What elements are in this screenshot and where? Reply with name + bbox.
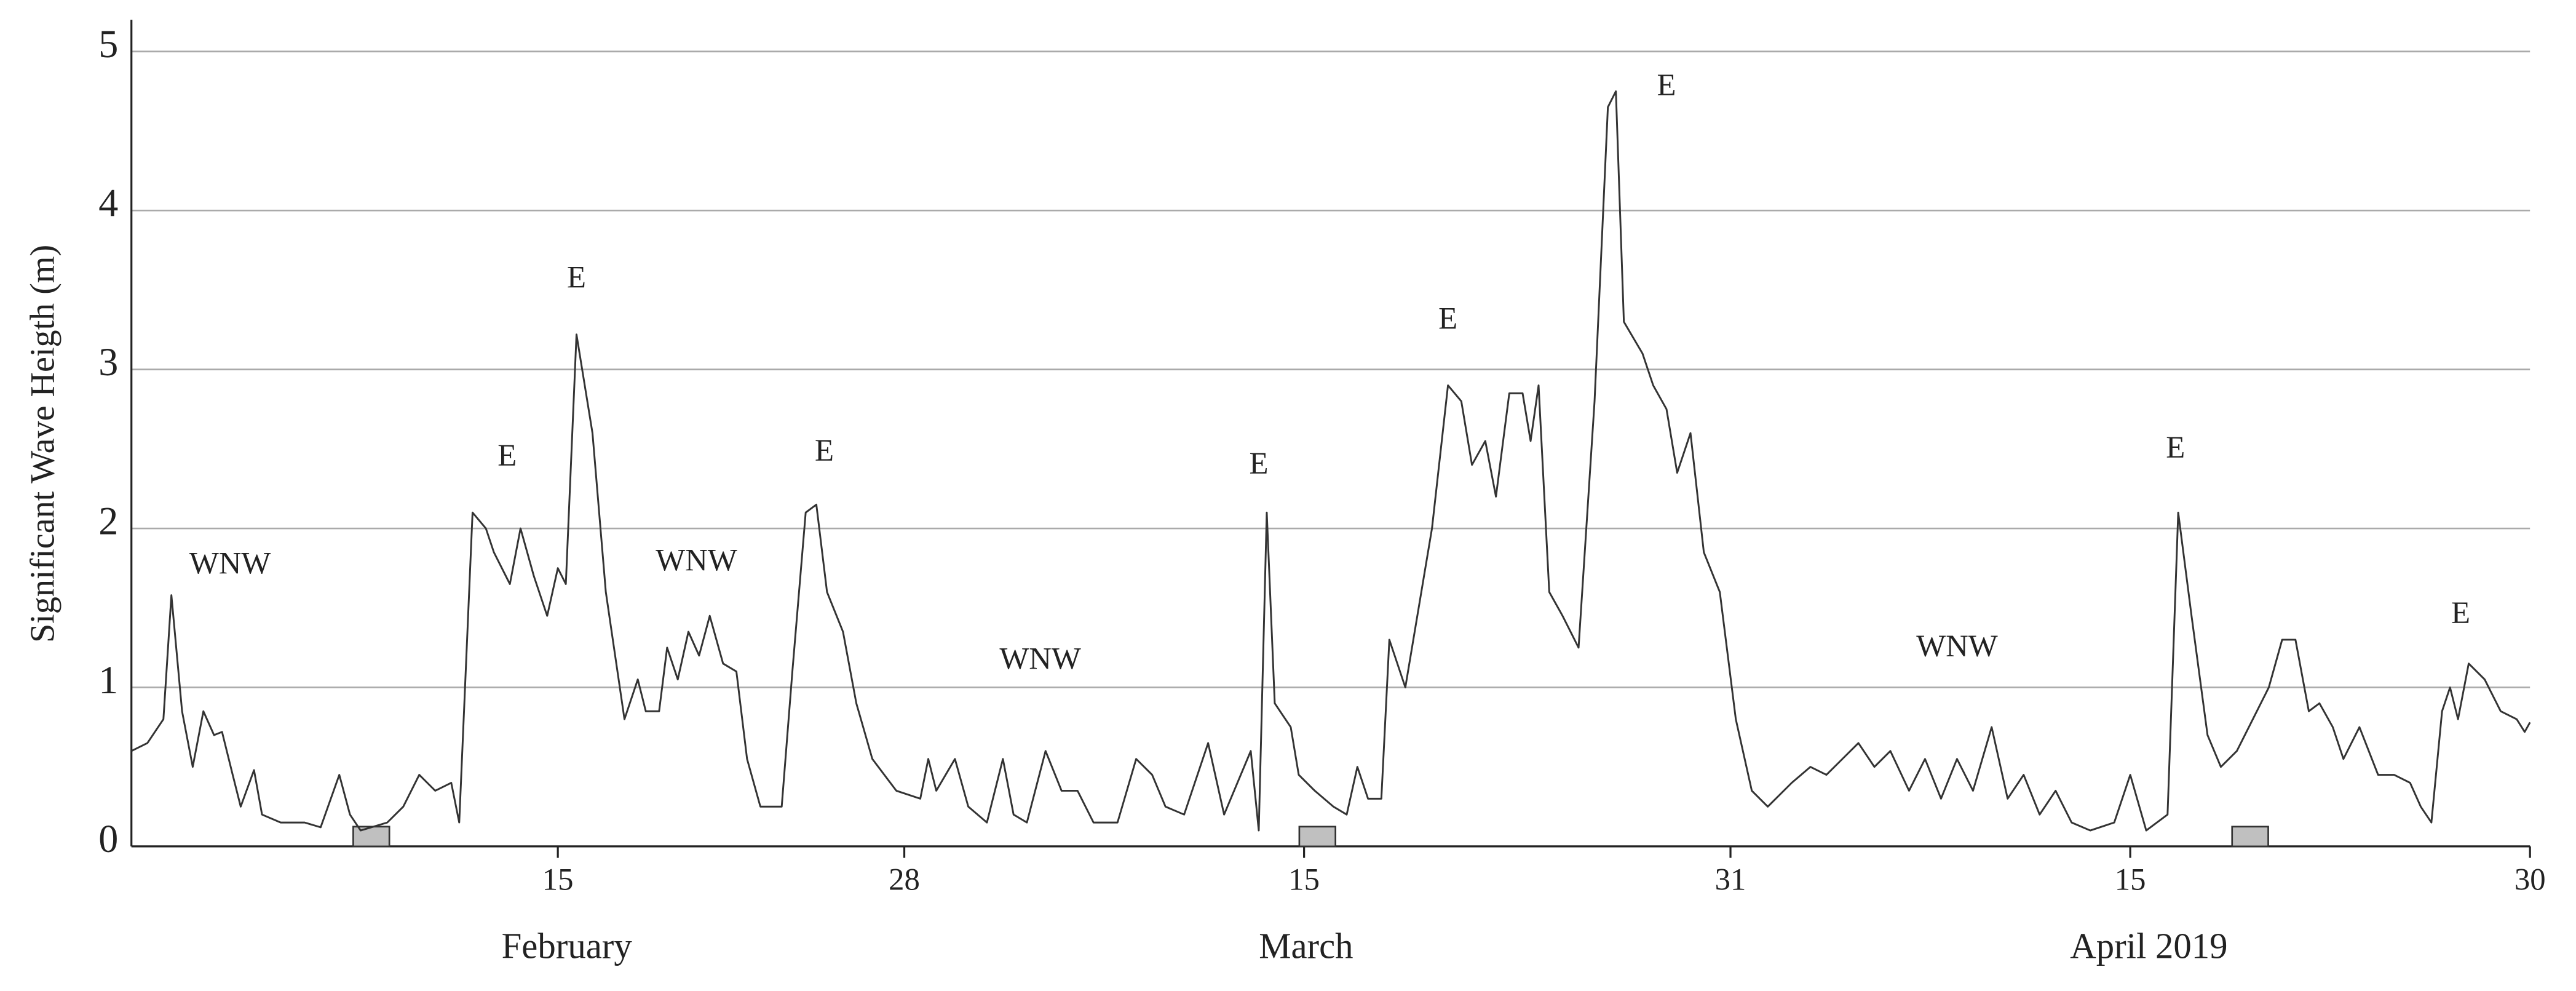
y-tick-label: 5 [98, 22, 118, 66]
annotation: E [2166, 430, 2185, 464]
annotation: E [567, 260, 586, 295]
month-label: February [502, 926, 633, 966]
y-tick-label: 1 [98, 658, 118, 702]
annotation: E [497, 438, 517, 472]
wave-height-line [131, 90, 2531, 832]
annotation: E [815, 433, 834, 468]
x-tick-label: 30 [2515, 862, 2546, 896]
x-tick-label: 15 [2115, 862, 2146, 896]
y-tick-label: 3 [98, 340, 118, 384]
month-label: March [1259, 926, 1353, 966]
period-marker [2231, 826, 2269, 848]
y-tick-label: 2 [98, 499, 118, 543]
annotation: WNW [999, 642, 1081, 676]
y-axis-label: Significant Wave Heigth (m) [24, 245, 62, 643]
annotation: E [2451, 595, 2470, 630]
x-tick-label: 31 [1715, 862, 1746, 896]
y-tick-label: 0 [98, 817, 118, 861]
annotation: E [1657, 68, 1676, 102]
x-tick-label: 15 [1288, 862, 1320, 896]
annotation: WNW [656, 543, 737, 578]
annotation: E [1438, 301, 1457, 336]
month-label: April 2019 [2070, 926, 2227, 966]
annotation: WNW [1916, 629, 1998, 663]
x-tick-label: 15 [542, 862, 574, 896]
annotation: E [1249, 446, 1268, 480]
y-tick-label: 4 [98, 181, 118, 225]
x-tick-label: 28 [889, 862, 920, 896]
period-marker [1298, 826, 1337, 848]
period-marker [352, 826, 390, 848]
annotation: WNW [189, 546, 271, 581]
